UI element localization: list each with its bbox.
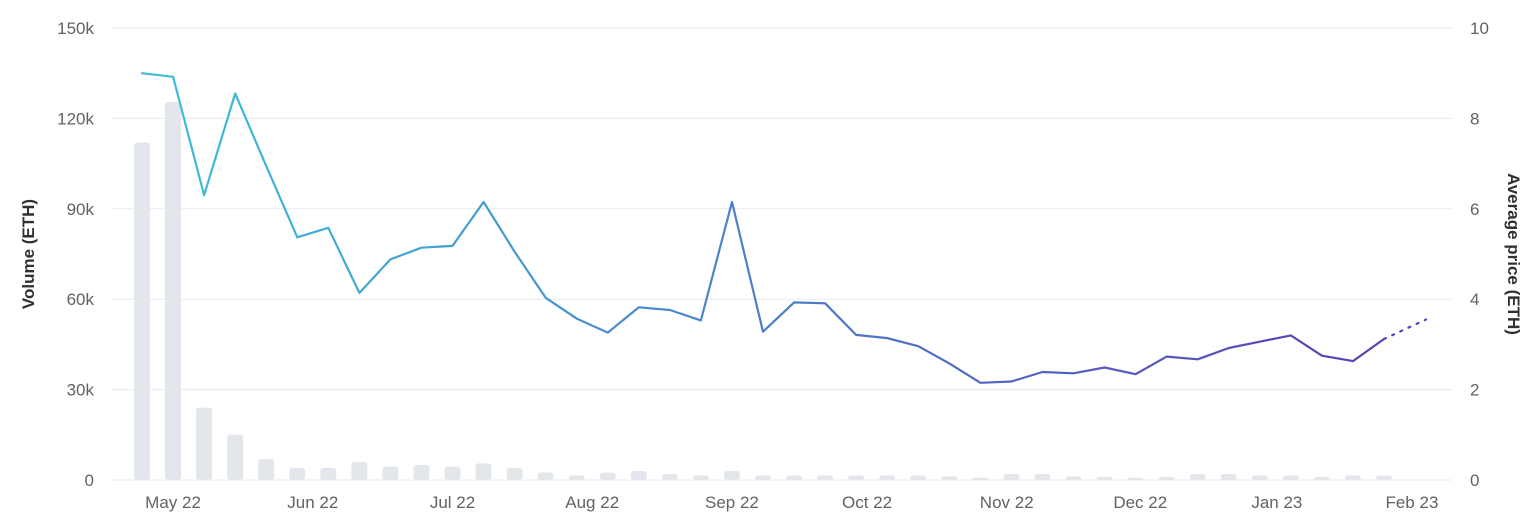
- volume-bar: [1003, 473, 1020, 480]
- x-tick-label: Jun 22: [287, 493, 338, 512]
- left-tick-label: 0: [85, 471, 94, 490]
- right-tick-label: 10: [1470, 19, 1489, 38]
- volume-bar: [1376, 475, 1392, 480]
- left-axis-title: Volume (ETH): [19, 199, 38, 309]
- left-tick-label: 90k: [67, 200, 95, 219]
- left-tick-label: 60k: [67, 290, 95, 309]
- volume-bar: [786, 475, 803, 480]
- left-axis-ticks: 0 30k 60k 90k 120k 150k: [57, 19, 94, 490]
- x-tick-label: Jan 23: [1251, 493, 1302, 512]
- volume-bar: [413, 464, 430, 480]
- volume-bar: [1189, 473, 1206, 480]
- volume-bar: [941, 476, 958, 480]
- volume-bar: [351, 461, 368, 480]
- volume-bar: [879, 475, 896, 480]
- volume-bar: [320, 467, 337, 480]
- volume-bar: [848, 475, 865, 480]
- x-tick-label: Feb 23: [1385, 493, 1438, 512]
- right-axis-ticks: 0 2 4 6 8 10: [1470, 19, 1489, 490]
- volume-bar: [134, 142, 150, 481]
- left-tick-label: 30k: [67, 381, 95, 400]
- volume-bar: [475, 463, 492, 480]
- x-tick-label: Nov 22: [980, 493, 1034, 512]
- left-tick-label: 150k: [57, 19, 94, 38]
- volume-bar: [258, 458, 275, 480]
- volume-bar: [537, 472, 554, 480]
- volume-bar: [723, 470, 740, 480]
- right-tick-label: 8: [1470, 109, 1479, 128]
- volume-bar: [1065, 476, 1082, 480]
- price-line-group: [140, 72, 1428, 384]
- right-tick-label: 6: [1470, 200, 1479, 219]
- volume-bar: [1344, 475, 1361, 480]
- volume-bar: [382, 466, 399, 480]
- volume-bar: [910, 475, 927, 480]
- volume-bar: [196, 407, 213, 480]
- volume-bar: [1034, 473, 1051, 480]
- volume-bar: [165, 101, 182, 481]
- volume-bar: [444, 466, 461, 480]
- volume-bar: [506, 467, 523, 480]
- volume-bar: [1096, 476, 1113, 480]
- price-projection-line: [1382, 318, 1428, 341]
- right-tick-label: 2: [1470, 381, 1479, 400]
- volume-bar: [289, 467, 306, 480]
- x-tick-label: Oct 22: [842, 493, 892, 512]
- right-tick-label: 0: [1470, 471, 1479, 490]
- volume-bar: [972, 477, 989, 480]
- x-axis-ticks: May 22 Jun 22 Jul 22 Aug 22 Sep 22 Oct 22 Nov …: [145, 493, 1438, 512]
- volume-bar: [1220, 473, 1237, 480]
- volume-bar: [817, 475, 834, 480]
- x-tick-label: Dec 22: [1113, 493, 1167, 512]
- gridlines: [112, 27, 1452, 481]
- volume-bar: [1158, 476, 1175, 480]
- volume-bar: [1251, 475, 1268, 480]
- volume-bars: [134, 101, 1392, 481]
- right-axis-title: Average price (ETH): [1504, 173, 1523, 335]
- right-tick-label: 4: [1470, 290, 1479, 309]
- volume-bar: [1127, 477, 1144, 480]
- x-tick-label: May 22: [145, 493, 201, 512]
- left-tick-label: 120k: [57, 109, 94, 128]
- volume-bar: [1282, 475, 1299, 480]
- volume-bar: [661, 473, 678, 480]
- volume-bar: [599, 472, 616, 480]
- volume-bar: [692, 475, 709, 480]
- volume-bar: [630, 470, 647, 480]
- volume-bar: [755, 475, 771, 480]
- price-line: [140, 72, 1386, 384]
- x-tick-label: Jul 22: [430, 493, 475, 512]
- volume-bar: [1313, 476, 1330, 480]
- x-tick-label: Sep 22: [705, 493, 759, 512]
- volume-bar: [568, 475, 585, 480]
- volume-bar: [227, 434, 244, 480]
- x-tick-label: Aug 22: [565, 493, 619, 512]
